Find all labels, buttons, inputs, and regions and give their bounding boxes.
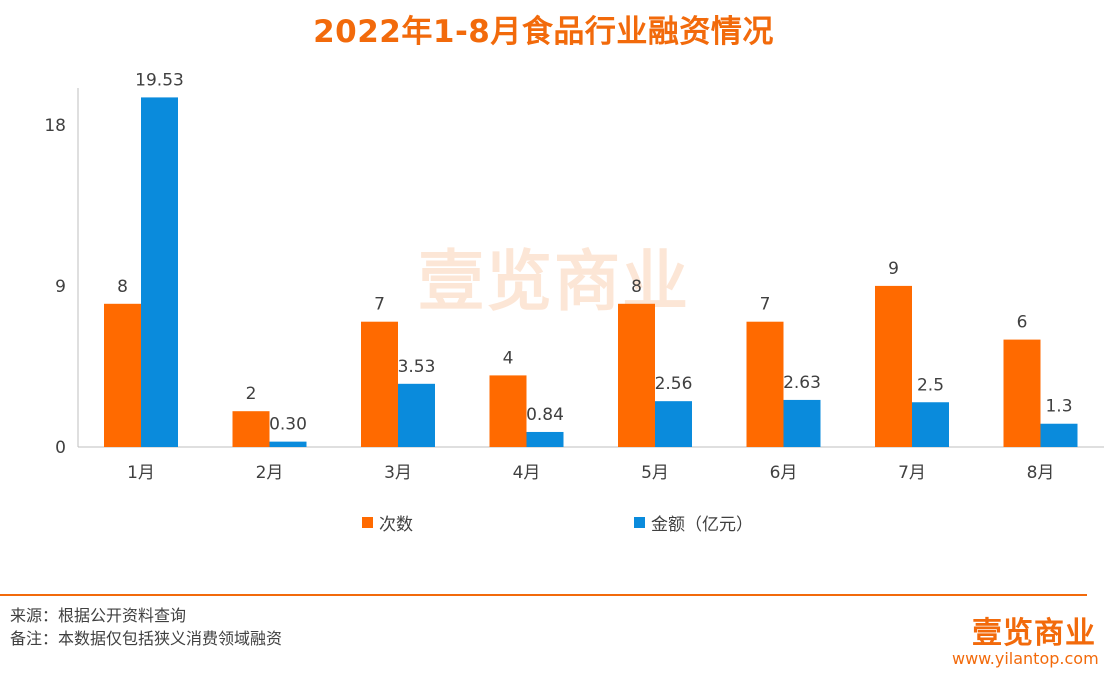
source-note: 来源：根据公开资料查询	[10, 606, 187, 625]
bar-count	[489, 375, 527, 447]
data-label-count: 9	[888, 259, 899, 279]
bar-amount	[1040, 423, 1078, 447]
remark-note: 备注：本数据仅包括狭义消费领域融资	[10, 629, 283, 648]
data-label-count: 8	[631, 277, 642, 297]
data-label-count: 6	[1017, 313, 1028, 333]
data-label-amount: 2.56	[655, 374, 693, 394]
legend-item-count: 次数	[362, 510, 413, 535]
data-label-amount: 2.5	[917, 375, 944, 395]
bar-amount	[526, 431, 564, 447]
bar-count	[875, 285, 912, 447]
data-label-amount: 19.53	[135, 70, 184, 90]
bar-amount	[269, 441, 307, 447]
y-tick-label: 18	[44, 116, 66, 136]
chart-title: 2022年1-8月食品行业融资情况	[313, 14, 774, 50]
data-label-count: 7	[374, 295, 385, 315]
y-tick-label: 9	[55, 277, 66, 297]
legend-label-amount: 金额（亿元）	[651, 515, 753, 535]
legend-swatch-count	[362, 517, 373, 528]
data-label-amount: 0.84	[526, 405, 564, 425]
x-tick-label: 8月	[1027, 463, 1055, 483]
bar-count	[361, 321, 398, 447]
data-label-amount: 3.53	[398, 357, 436, 377]
data-label-amount: 0.30	[269, 415, 307, 435]
data-label-count: 4	[503, 348, 514, 368]
x-tick-label: 1月	[127, 463, 155, 483]
data-label-count: 8	[117, 277, 128, 297]
y-tick-label: 0	[55, 438, 66, 458]
bar-count	[232, 411, 270, 447]
brand-url: www.yilantop.com	[952, 649, 1099, 668]
bar-count	[104, 303, 141, 447]
x-tick-label: 2月	[256, 463, 284, 483]
bar-count	[746, 321, 784, 447]
data-label-amount: 1.3	[1045, 397, 1072, 417]
legend-swatch-amount	[634, 517, 645, 528]
bar-chart: 0918819.531月20.302月73.533月40.844月82.565月…	[44, 70, 1104, 483]
data-label-amount: 2.63	[783, 373, 821, 393]
bar-amount	[783, 399, 821, 447]
data-label-count: 2	[246, 384, 257, 404]
x-tick-label: 4月	[513, 463, 541, 483]
bar-amount	[398, 383, 435, 447]
data-label-count: 7	[760, 295, 771, 315]
legend-item-amount: 金额（亿元）	[634, 510, 753, 535]
x-tick-label: 5月	[641, 463, 669, 483]
bar-count	[1003, 339, 1041, 447]
bar-amount	[655, 401, 692, 447]
bar-count	[618, 303, 655, 447]
x-tick-label: 6月	[770, 463, 798, 483]
legend-label-count: 次数	[379, 515, 413, 535]
x-tick-label: 7月	[898, 463, 926, 483]
x-tick-label: 3月	[384, 463, 412, 483]
bar-amount	[912, 402, 949, 447]
bar-amount	[141, 97, 178, 448]
footer-divider	[0, 594, 1087, 596]
brand-logo: 壹览商业	[972, 616, 1096, 651]
